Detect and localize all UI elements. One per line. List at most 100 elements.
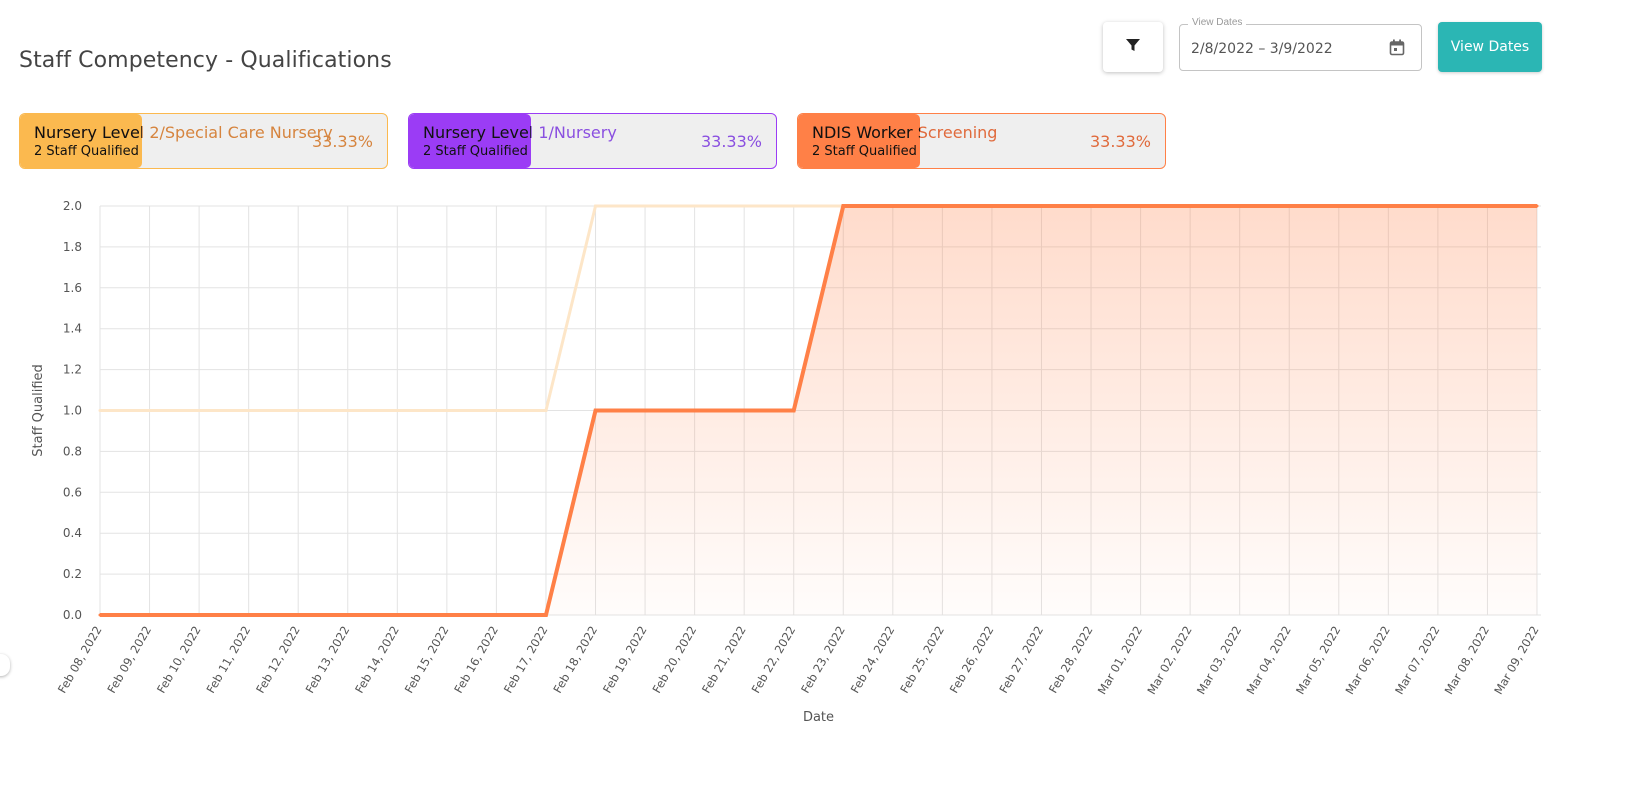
x-tick-label: Feb 14, 2022 [352, 624, 402, 696]
date-range-legend: View Dates [1188, 17, 1247, 28]
series-point-1 [693, 409, 697, 412]
series-point-1 [494, 613, 498, 617]
x-tick-label: Feb 23, 2022 [798, 624, 848, 696]
card-name: NDIS Worker Screening [812, 123, 998, 142]
card-progress-fill [409, 114, 532, 168]
series-point-1 [1287, 204, 1291, 208]
x-tick-label: Feb 22, 2022 [749, 624, 799, 696]
series-point-0 [643, 204, 647, 208]
x-tick-label: Feb 11, 2022 [204, 624, 254, 696]
card-percent: 33.33% [311, 132, 373, 151]
series-area-fill [100, 206, 1537, 615]
card-percent: 33.33% [700, 132, 762, 151]
x-tick-label: Feb 21, 2022 [699, 624, 749, 696]
x-tick-label: Feb 15, 2022 [402, 624, 452, 696]
qualification-card-nursery-level-2[interactable]: Nursery Level 2/Special Care Nursery Nur… [19, 113, 388, 169]
series-point-1 [197, 613, 201, 617]
y-tick-label: 1.2 [63, 363, 82, 377]
series-point-1 [247, 613, 251, 617]
series-point-0 [494, 409, 498, 412]
x-axis-label: Date [803, 710, 834, 725]
series-point-1 [346, 613, 350, 617]
card-name-overlay-text: NDIS Worker Screening [812, 123, 920, 142]
card-percent: 33.33% [1089, 132, 1151, 151]
y-tick-label: 0.2 [63, 567, 82, 581]
x-tick-label: Feb 10, 2022 [154, 624, 204, 696]
series-point-0 [98, 409, 102, 412]
x-tick-label: Feb 09, 2022 [104, 624, 154, 696]
date-range-value[interactable]: 2/8/2022 – 3/9/2022 [1191, 41, 1333, 57]
x-tick-label: Feb 24, 2022 [848, 624, 898, 696]
y-tick-label: 2.0 [63, 199, 82, 213]
x-tick-label: Feb 26, 2022 [947, 624, 997, 696]
series-point-0 [247, 409, 251, 412]
x-tick-label: Feb 25, 2022 [897, 624, 947, 696]
x-tick-label: Feb 28, 2022 [1046, 624, 1096, 696]
y-tick-label: 0.8 [63, 444, 82, 458]
series-point-1 [1139, 204, 1143, 208]
series-point-1 [1485, 204, 1489, 208]
x-tick-label: Mar 08, 2022 [1442, 624, 1492, 697]
card-name: Nursery Level 1/Nursery [423, 123, 617, 142]
y-tick-label: 1.4 [63, 322, 82, 336]
card-progress-fill [20, 114, 143, 168]
series-point-0 [395, 409, 399, 412]
calendar-icon[interactable] [1389, 39, 1405, 61]
x-tick-label: Feb 13, 2022 [303, 624, 353, 696]
sidebar-toggle-handle[interactable] [0, 654, 10, 676]
series-line-1 [100, 204, 1537, 617]
card-staff-count: 2 Staff Qualified [812, 144, 917, 159]
series-point-0 [346, 409, 350, 412]
series-point-1 [395, 613, 399, 617]
filter-button[interactable] [1103, 22, 1163, 72]
series-point-1 [1337, 204, 1341, 208]
y-tick-label: 1.0 [63, 404, 82, 418]
series-point-1 [1238, 204, 1242, 208]
series-point-0 [197, 409, 201, 412]
x-tick-label: Mar 07, 2022 [1392, 624, 1442, 697]
view-dates-button[interactable]: View Dates [1438, 22, 1542, 72]
series-point-0 [544, 409, 548, 412]
card-name-overlay-text: Nursery Level 1/Nursery [423, 123, 532, 142]
card-name: Nursery Level 2/Special Care Nursery [34, 123, 333, 142]
y-tick-label: 0.0 [63, 608, 82, 622]
x-tick-label: Mar 09, 2022 [1491, 624, 1541, 697]
x-tick-label: Feb 18, 2022 [550, 624, 600, 696]
series-point-1 [544, 613, 548, 617]
series-point-1 [940, 204, 944, 208]
card-name-overlay-text: Nursery Level 2/Special Care Nursery [34, 123, 143, 142]
series-point-0 [296, 409, 300, 412]
y-tick-label: 1.6 [63, 281, 82, 295]
x-tick-label: Feb 27, 2022 [996, 624, 1046, 696]
y-tick-label: 0.4 [63, 526, 82, 540]
series-point-1 [1436, 204, 1440, 208]
series-point-1 [1089, 204, 1093, 208]
qualification-chart: 0.0 0.2 0.4 0.6 0.8 1.0 1.2 1.4 1.6 1.8 2.0 Feb 08,… [0, 190, 1640, 750]
x-tick-label: Feb 19, 2022 [600, 624, 650, 696]
card-name-overlay: Nursery Level 2/Special Care Nursery [20, 114, 142, 168]
x-tick-label: Mar 02, 2022 [1144, 624, 1194, 697]
x-tick-label: Mar 01, 2022 [1095, 624, 1145, 697]
x-tick-label: Feb 20, 2022 [649, 624, 699, 696]
x-tick-label: Mar 03, 2022 [1194, 624, 1244, 697]
series-point-1 [296, 613, 300, 617]
card-progress-fill [798, 114, 921, 168]
qualification-card-ndis-worker-screening[interactable]: NDIS Worker Screening NDIS Worker Screen… [797, 113, 1166, 169]
series-point-0 [594, 204, 598, 208]
series-point-1 [1386, 204, 1390, 208]
x-tick-label: Mar 05, 2022 [1293, 624, 1343, 697]
qualification-card-nursery-level-1[interactable]: Nursery Level 1/Nursery Nursery Level 1/… [408, 113, 777, 169]
card-staff-count: 2 Staff Qualified [423, 144, 528, 159]
series-point-1 [98, 613, 102, 617]
series-point-0 [792, 204, 796, 208]
series-point-1 [1535, 204, 1539, 208]
series-point-1 [1039, 204, 1043, 208]
series-point-1 [891, 204, 895, 208]
x-tick-label: Mar 04, 2022 [1243, 624, 1293, 697]
date-range-field[interactable]: View Dates 2/8/2022 – 3/9/2022 [1179, 17, 1422, 71]
x-tick-label: Feb 08, 2022 [55, 624, 105, 696]
series-point-1 [445, 613, 449, 617]
series-point-0 [742, 204, 746, 208]
card-staff-count: 2 Staff Qualified [34, 144, 139, 159]
x-tick-label: Mar 06, 2022 [1343, 624, 1393, 697]
